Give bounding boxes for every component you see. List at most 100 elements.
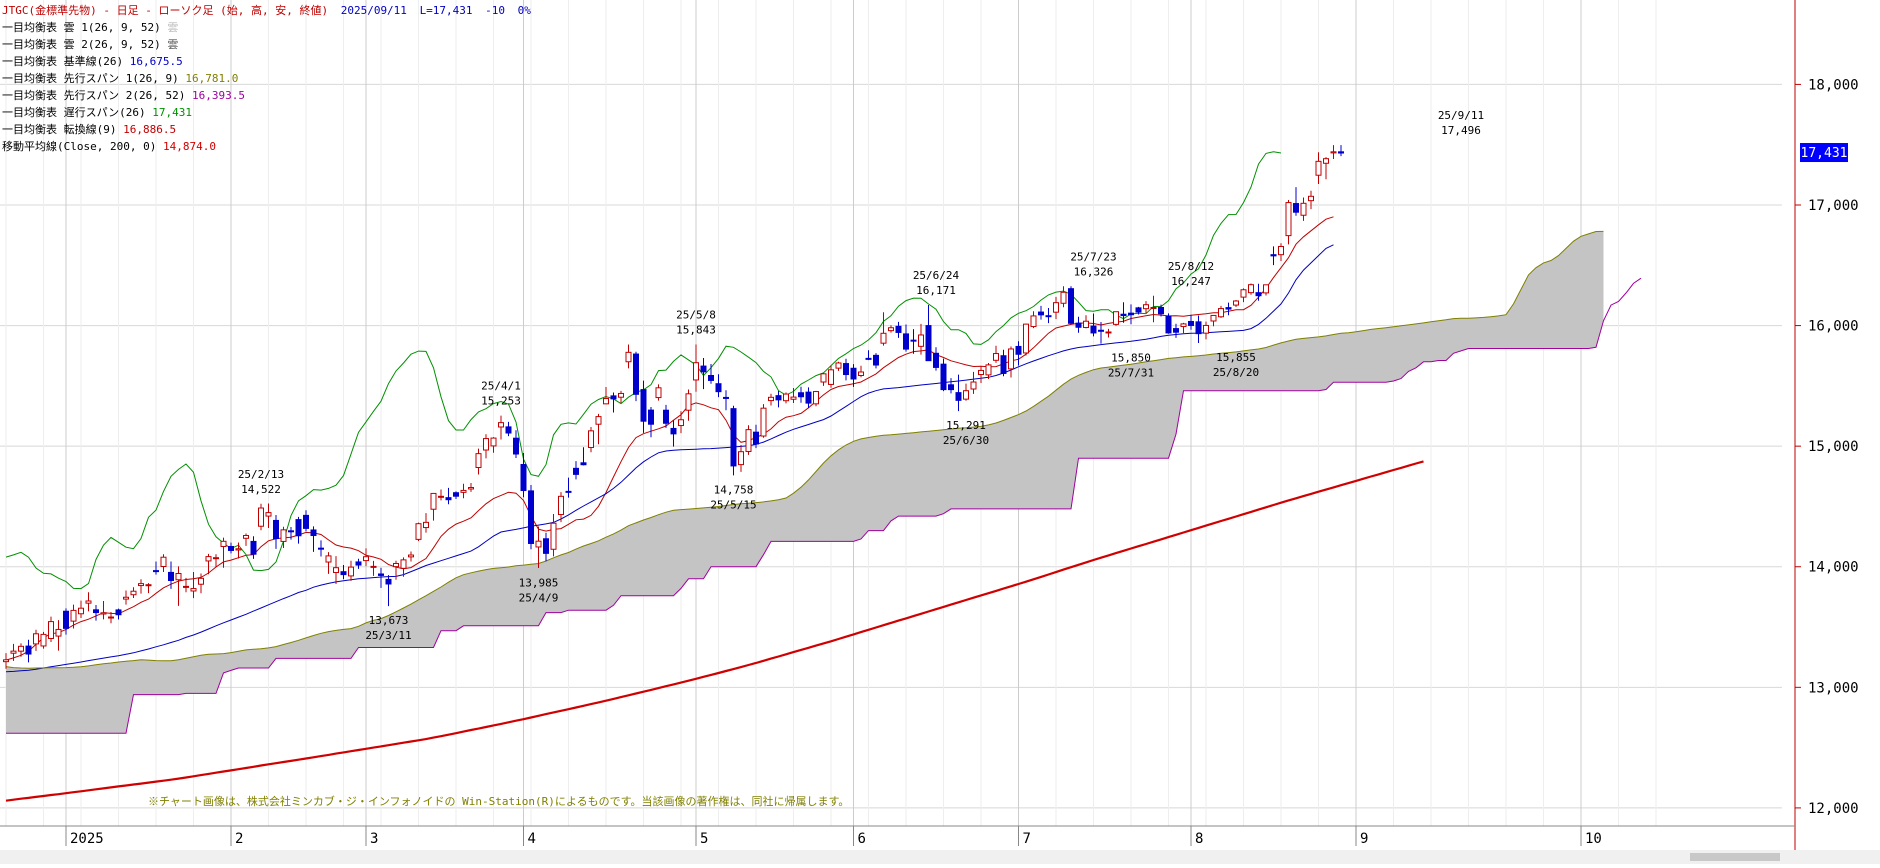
cloud-segment: [613, 530, 621, 606]
cloud-segment: [1573, 236, 1581, 349]
cloud-segment: [1078, 372, 1086, 459]
cloud-segment: [81, 665, 89, 734]
candle-body: [963, 390, 969, 400]
cloud-segment: [1558, 248, 1566, 349]
cloud-segment: [1423, 321, 1431, 362]
cloud-segment: [141, 659, 149, 695]
cloud-segment: [1183, 356, 1191, 391]
candle-body: [190, 588, 197, 592]
candle-body: [93, 609, 99, 614]
candle-body: [378, 573, 384, 576]
candle-body: [858, 371, 864, 376]
cloud-segment: [493, 567, 501, 626]
cloud-segment: [1153, 359, 1161, 459]
annotation-line2: 17,496: [1441, 124, 1481, 137]
scrollbar-thumb[interactable]: [1690, 853, 1780, 861]
candle-body: [1210, 314, 1217, 322]
candle-body: [183, 585, 189, 588]
candle-body: [543, 538, 549, 554]
candle-body: [168, 571, 174, 581]
chart-title: JTGC(金標準先物) - 日足 - ローソク足 (始, 高, 安, 終値): [2, 4, 329, 17]
x-tick-label: 4: [528, 831, 536, 847]
cloud-segment: [1131, 362, 1139, 459]
cloud-segment: [186, 656, 194, 694]
cloud-segment: [996, 420, 1004, 509]
cloud-segment: [516, 565, 524, 626]
cloud-segment: [1266, 345, 1274, 391]
annotation-line1: 15,291: [946, 419, 986, 432]
cloud-segment: [936, 429, 944, 517]
cloud-segment: [208, 654, 216, 694]
candle-body: [835, 362, 842, 369]
cloud-segment: [1258, 347, 1266, 391]
x-tick-label: 6: [858, 831, 866, 847]
candle-body: [55, 628, 62, 637]
candle-body: [408, 554, 414, 558]
candle-body: [243, 535, 249, 539]
candle-body: [160, 556, 167, 568]
candle-body: [820, 373, 827, 383]
candle-body: [513, 437, 519, 455]
legend-row-cloud1: 一目均衡表 雲 1(26, 9, 52) 雲: [2, 19, 531, 36]
candle-body: [1293, 203, 1299, 213]
cloud-segment: [1363, 329, 1371, 383]
candle-body: [1255, 292, 1262, 297]
candle-body: [588, 430, 594, 448]
candle-body: [1008, 348, 1014, 370]
cloud-segment: [411, 599, 419, 648]
x-tick-label: 8: [1195, 831, 1203, 847]
legend-label: 一目均衡表 先行スパン 1(26, 9): [2, 72, 179, 85]
cloud-segment: [988, 423, 996, 509]
cloud-segment: [1581, 233, 1589, 349]
indicator-legend: JTGC(金標準先物) - 日足 - ローソク足 (始, 高, 安, 終値) 2…: [2, 2, 531, 155]
candle-body: [265, 512, 272, 517]
candle-body: [423, 521, 429, 529]
candle-body: [1195, 321, 1202, 335]
cloud-segment: [103, 662, 111, 734]
candle-body: [715, 383, 722, 393]
annotation-line2: 25/4/9: [519, 592, 559, 605]
horizontal-scrollbar[interactable]: [0, 850, 1880, 864]
candle-body: [655, 387, 662, 399]
candle-body: [273, 519, 279, 540]
candle-body: [325, 555, 332, 563]
cloud-segment: [1378, 327, 1386, 383]
cloud-segment: [703, 507, 711, 579]
candle-body: [1113, 311, 1119, 325]
cloud-segment: [403, 604, 411, 648]
cloud-segment: [853, 438, 861, 542]
cloud-segment: [193, 655, 201, 694]
candle-body: [1218, 308, 1224, 318]
cloud-segment: [1513, 289, 1521, 349]
y-tick-label: 18,000: [1808, 77, 1859, 93]
cloud-segment: [958, 427, 966, 509]
chart-change-pct: 0%: [517, 4, 531, 17]
candle-body: [895, 325, 902, 333]
cloud-segment: [118, 661, 126, 734]
candle-body: [475, 453, 482, 469]
cloud-segment: [156, 660, 164, 695]
cloud-segment: [876, 435, 884, 531]
candle-body: [753, 431, 759, 445]
cloud-segment: [1161, 358, 1169, 459]
candle-body: [205, 556, 212, 562]
cloud-segment: [43, 667, 51, 734]
candle-body: [1315, 160, 1322, 176]
cloud-segment: [688, 508, 696, 579]
candle-body: [850, 367, 857, 380]
cloud-segment: [1176, 356, 1184, 435]
cloud-segment: [133, 659, 141, 695]
candle-body: [63, 610, 69, 629]
cloud-segment: [471, 571, 479, 626]
candle-body: [250, 540, 257, 555]
candle-body: [880, 332, 887, 344]
cloud-segment: [883, 434, 891, 531]
candle-body: [1173, 328, 1179, 333]
cloud-segment: [1251, 348, 1259, 391]
cloud-segment: [508, 565, 516, 626]
cloud-segment: [1446, 318, 1454, 361]
cloud-segment: [1401, 324, 1409, 379]
candle-body: [1135, 307, 1142, 313]
